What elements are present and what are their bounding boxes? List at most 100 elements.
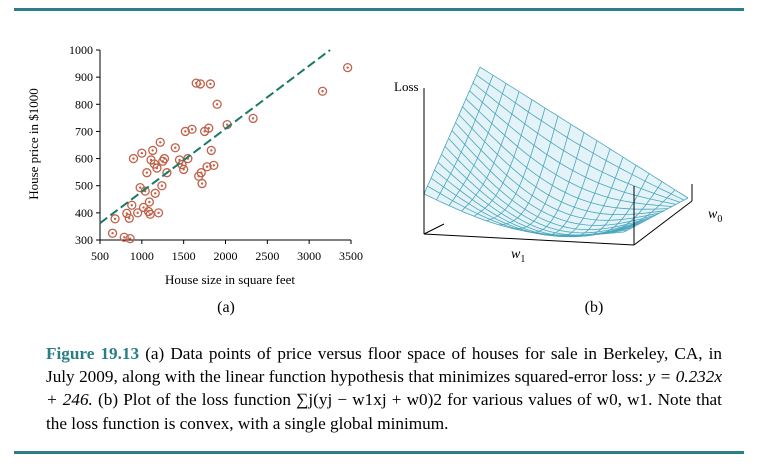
panel-b-label: (b) — [585, 299, 604, 316]
data-point-dot — [321, 90, 324, 93]
mesh-line-v — [598, 181, 663, 235]
mesh-line-v — [461, 91, 520, 212]
data-point — [343, 62, 353, 73]
data-point — [212, 99, 222, 109]
caption-for-various: for various values of — [441, 390, 592, 410]
data-point — [144, 197, 155, 207]
loss-axis-label: Loss — [394, 79, 419, 94]
data-point-ring — [317, 86, 328, 96]
surface-fill — [424, 67, 688, 236]
data-point — [170, 143, 180, 153]
data-point-dot — [346, 66, 349, 69]
x-tick-label: 3000 — [297, 249, 321, 263]
data-point — [148, 145, 158, 156]
y-tick-label: 600 — [75, 152, 93, 166]
surface-axes — [423, 88, 693, 246]
x-tick-label: 2000 — [214, 249, 238, 263]
mesh-line-v — [611, 189, 676, 234]
data-point-dot — [138, 186, 142, 189]
data-point-ring — [183, 153, 193, 164]
data-point — [125, 233, 135, 244]
data-point-ring — [209, 160, 219, 171]
data-point-dot — [215, 103, 219, 106]
w0-axis-label: w0 — [708, 207, 722, 225]
data-point — [128, 153, 139, 164]
data-point-ring — [195, 79, 206, 89]
data-point-dot — [207, 126, 210, 130]
data-point-ring — [153, 208, 164, 218]
data-point-dot — [209, 82, 212, 86]
data-point-ring — [157, 181, 167, 191]
data-point — [180, 126, 190, 137]
data-point — [124, 213, 134, 223]
x-tick-label: 500 — [91, 249, 109, 263]
data-point — [127, 200, 137, 210]
mesh-line-v — [536, 140, 598, 236]
data-point-dot — [136, 211, 139, 215]
data-point-ring — [110, 214, 120, 224]
mesh-line-v — [498, 115, 559, 226]
mesh-line-v — [623, 197, 689, 233]
surface-box-edge — [633, 200, 693, 246]
data-point-ring — [248, 113, 258, 124]
data-point — [157, 181, 167, 191]
loss-expression: ∑j(yj − w1xj + w0)2 — [296, 390, 442, 410]
data-point — [150, 188, 160, 198]
regression-equation: y = 0.232x + 246. — [46, 367, 722, 410]
panel-a-label: (a) — [217, 299, 235, 316]
data-point — [153, 208, 164, 218]
data-point-ring — [170, 143, 180, 153]
data-point-dot — [148, 200, 151, 204]
x-tick-label: 3500 — [339, 249, 363, 263]
x-axis-label: House size in square feet — [165, 272, 295, 287]
data-point-ring — [124, 213, 134, 223]
mesh-line-v — [548, 148, 611, 237]
data-point-ring — [212, 99, 222, 109]
data-point-ring — [202, 162, 212, 172]
surface-box-edge — [423, 223, 445, 235]
figure-caption: Figure 19.13 (a) Data points of price ve… — [46, 342, 722, 435]
data-point-dot — [160, 184, 164, 187]
data-point-ring — [148, 145, 158, 156]
y-tick-label: 400 — [75, 206, 93, 220]
data-point — [317, 86, 328, 96]
data-point-dot — [155, 166, 159, 170]
y-axis-label: House price in $1000 — [26, 88, 41, 200]
regression-line — [99, 49, 331, 224]
data-point-dot — [113, 217, 117, 221]
data-point-dot — [200, 171, 203, 174]
data-point-ring — [206, 145, 216, 156]
data-point — [197, 178, 207, 189]
y-tick-label: 900 — [75, 70, 93, 84]
data-point-dot — [128, 237, 132, 240]
data-point-ring — [159, 153, 170, 164]
data-point — [133, 208, 143, 218]
mesh-line-v — [436, 75, 494, 201]
data-point-ring — [180, 126, 190, 137]
mesh-line-v — [511, 124, 572, 230]
mesh-line-v — [523, 132, 585, 233]
data-point-dot — [125, 212, 128, 215]
data-point-ring — [155, 137, 165, 147]
data-point — [248, 113, 258, 124]
w1-axis-label: w1 — [511, 247, 525, 265]
y-tick-label: 500 — [75, 179, 93, 193]
data-point-ring — [150, 188, 160, 198]
data-point — [204, 123, 214, 133]
data-point-ring — [144, 197, 155, 207]
y-tick-label: 800 — [75, 97, 93, 111]
y-tick-label: 1000 — [69, 43, 93, 57]
mesh-line-v — [448, 83, 507, 206]
regression-line-path — [99, 49, 331, 224]
data-point-ring — [125, 233, 135, 244]
data-point — [110, 214, 120, 224]
mesh-line-v — [561, 156, 624, 238]
data-point-ring — [122, 208, 132, 219]
data-point-ring — [137, 148, 147, 158]
caption-part-b: (b) Plot of the loss function — [92, 390, 297, 410]
data-point-ring — [107, 228, 118, 238]
data-point-ring — [133, 208, 143, 218]
data-point-dot — [151, 149, 154, 152]
data-point-dot — [163, 157, 166, 160]
data-point-dot — [174, 146, 177, 149]
